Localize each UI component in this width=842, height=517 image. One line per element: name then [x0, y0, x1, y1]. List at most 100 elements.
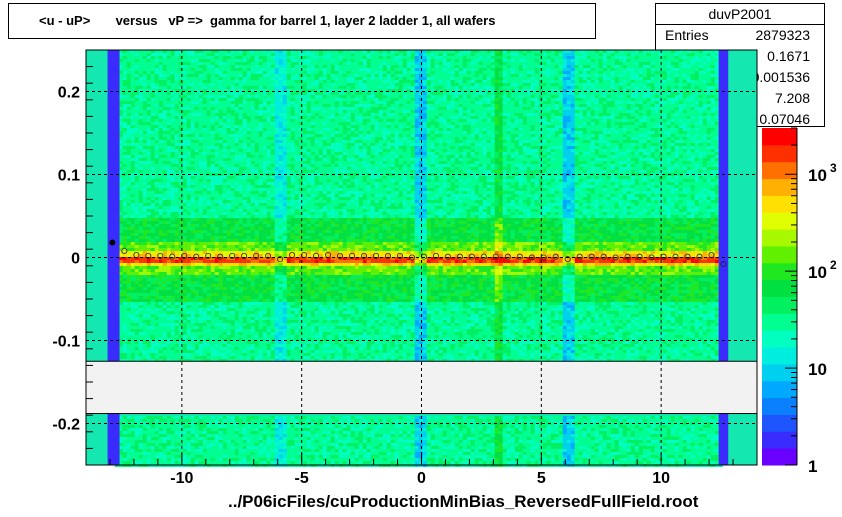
heatmap-cell — [130, 167, 135, 170]
heatmap-cell — [242, 182, 247, 185]
heatmap-cell — [198, 125, 203, 128]
heatmap-cell — [238, 74, 243, 77]
heatmap-cell — [186, 206, 191, 209]
heatmap-cell — [238, 125, 243, 128]
heatmap-cell — [170, 101, 175, 104]
heatmap-cell — [154, 275, 159, 278]
heatmap-cell — [226, 449, 231, 452]
heatmap-cell — [170, 137, 175, 140]
heatmap-cell — [246, 215, 251, 218]
heatmap-cell — [206, 251, 211, 254]
heatmap-cell — [150, 158, 155, 161]
heatmap-cell — [194, 50, 199, 53]
heatmap-cell — [230, 299, 235, 302]
heatmap-cell — [258, 431, 263, 434]
heatmap-cell — [258, 215, 263, 218]
heatmap-cell — [218, 272, 223, 275]
heatmap-cell — [178, 425, 183, 428]
heatmap-cell — [154, 305, 159, 308]
heatmap-cell — [274, 128, 279, 131]
heatmap-cell — [194, 86, 199, 89]
heatmap-cell — [182, 92, 187, 95]
heatmap-cell — [246, 182, 251, 185]
heatmap-cell — [126, 200, 131, 203]
heatmap-cell — [130, 62, 135, 65]
heatmap-cell — [190, 242, 195, 245]
heatmap-cell — [242, 287, 247, 290]
heatmap-cell — [150, 110, 155, 113]
heatmap-cell — [182, 329, 187, 332]
heatmap-cell — [262, 431, 267, 434]
heatmap-cell — [186, 284, 191, 287]
heatmap-cell — [146, 299, 151, 302]
heatmap-cell — [230, 440, 235, 443]
heatmap-cell — [130, 341, 135, 344]
heatmap-cell — [234, 194, 239, 197]
heatmap-cell — [158, 269, 163, 272]
heatmap-cell — [178, 122, 183, 125]
heatmap-cell — [254, 83, 259, 86]
heatmap-cell — [250, 161, 255, 164]
heatmap-cell — [118, 446, 123, 449]
heatmap-cell — [210, 134, 215, 137]
heatmap-cell — [142, 65, 147, 68]
heatmap-cell — [158, 116, 163, 119]
heatmap-cell — [262, 299, 267, 302]
heatmap-cell — [194, 272, 199, 275]
heatmap-cell — [222, 164, 227, 167]
heatmap-cell — [226, 173, 231, 176]
heatmap-cell — [214, 86, 219, 89]
heatmap-cell — [246, 212, 251, 215]
heatmap-cell — [122, 194, 127, 197]
heatmap-cell — [278, 71, 283, 74]
heatmap-cell — [162, 71, 167, 74]
heatmap-cell — [182, 446, 187, 449]
heatmap-cell — [258, 329, 263, 332]
heatmap-cell — [162, 314, 167, 317]
heatmap-cell — [230, 137, 235, 140]
heatmap-cell — [126, 419, 131, 422]
heatmap-cell — [154, 428, 159, 431]
heatmap-cell — [258, 251, 263, 254]
heatmap-cell — [242, 458, 247, 461]
heatmap-cell — [210, 308, 215, 311]
heatmap-cell — [158, 293, 163, 296]
heatmap-cell — [118, 176, 123, 179]
heatmap-cell — [154, 284, 159, 287]
heatmap-cell — [170, 128, 175, 131]
heatmap-cell — [258, 167, 263, 170]
heatmap-cell — [218, 194, 223, 197]
heatmap-cell — [242, 341, 247, 344]
heatmap-cell — [270, 359, 275, 362]
heatmap-cell — [266, 431, 271, 434]
heatmap-cell — [230, 275, 235, 278]
heatmap-cell — [250, 458, 255, 461]
heatmap-cell — [202, 446, 207, 449]
heatmap-cell — [214, 284, 219, 287]
heatmap-cell — [218, 131, 223, 134]
heatmap-cell — [158, 83, 163, 86]
heatmap-cell — [246, 341, 251, 344]
heatmap-cell — [178, 461, 183, 464]
heatmap-cell — [250, 119, 255, 122]
heatmap-cell — [246, 296, 251, 299]
heatmap-cell — [202, 80, 207, 83]
heatmap-cell — [182, 434, 187, 437]
heatmap-cell — [162, 218, 167, 221]
heatmap-cell — [166, 137, 171, 140]
heatmap-cell — [170, 149, 175, 152]
heatmap-cell — [246, 428, 251, 431]
heatmap-cell — [182, 182, 187, 185]
heatmap-cell — [170, 59, 175, 62]
heatmap-cell — [206, 350, 211, 353]
heatmap-cell — [182, 77, 187, 80]
heatmap-cell — [270, 254, 275, 257]
heatmap-cell — [278, 92, 283, 95]
heatmap-cell — [202, 299, 207, 302]
heatmap-cell — [178, 320, 183, 323]
heatmap-cell — [194, 92, 199, 95]
heatmap-cell — [258, 107, 263, 110]
heatmap-cell — [258, 356, 263, 359]
heatmap-cell — [162, 356, 167, 359]
heatmap-cell — [222, 356, 227, 359]
